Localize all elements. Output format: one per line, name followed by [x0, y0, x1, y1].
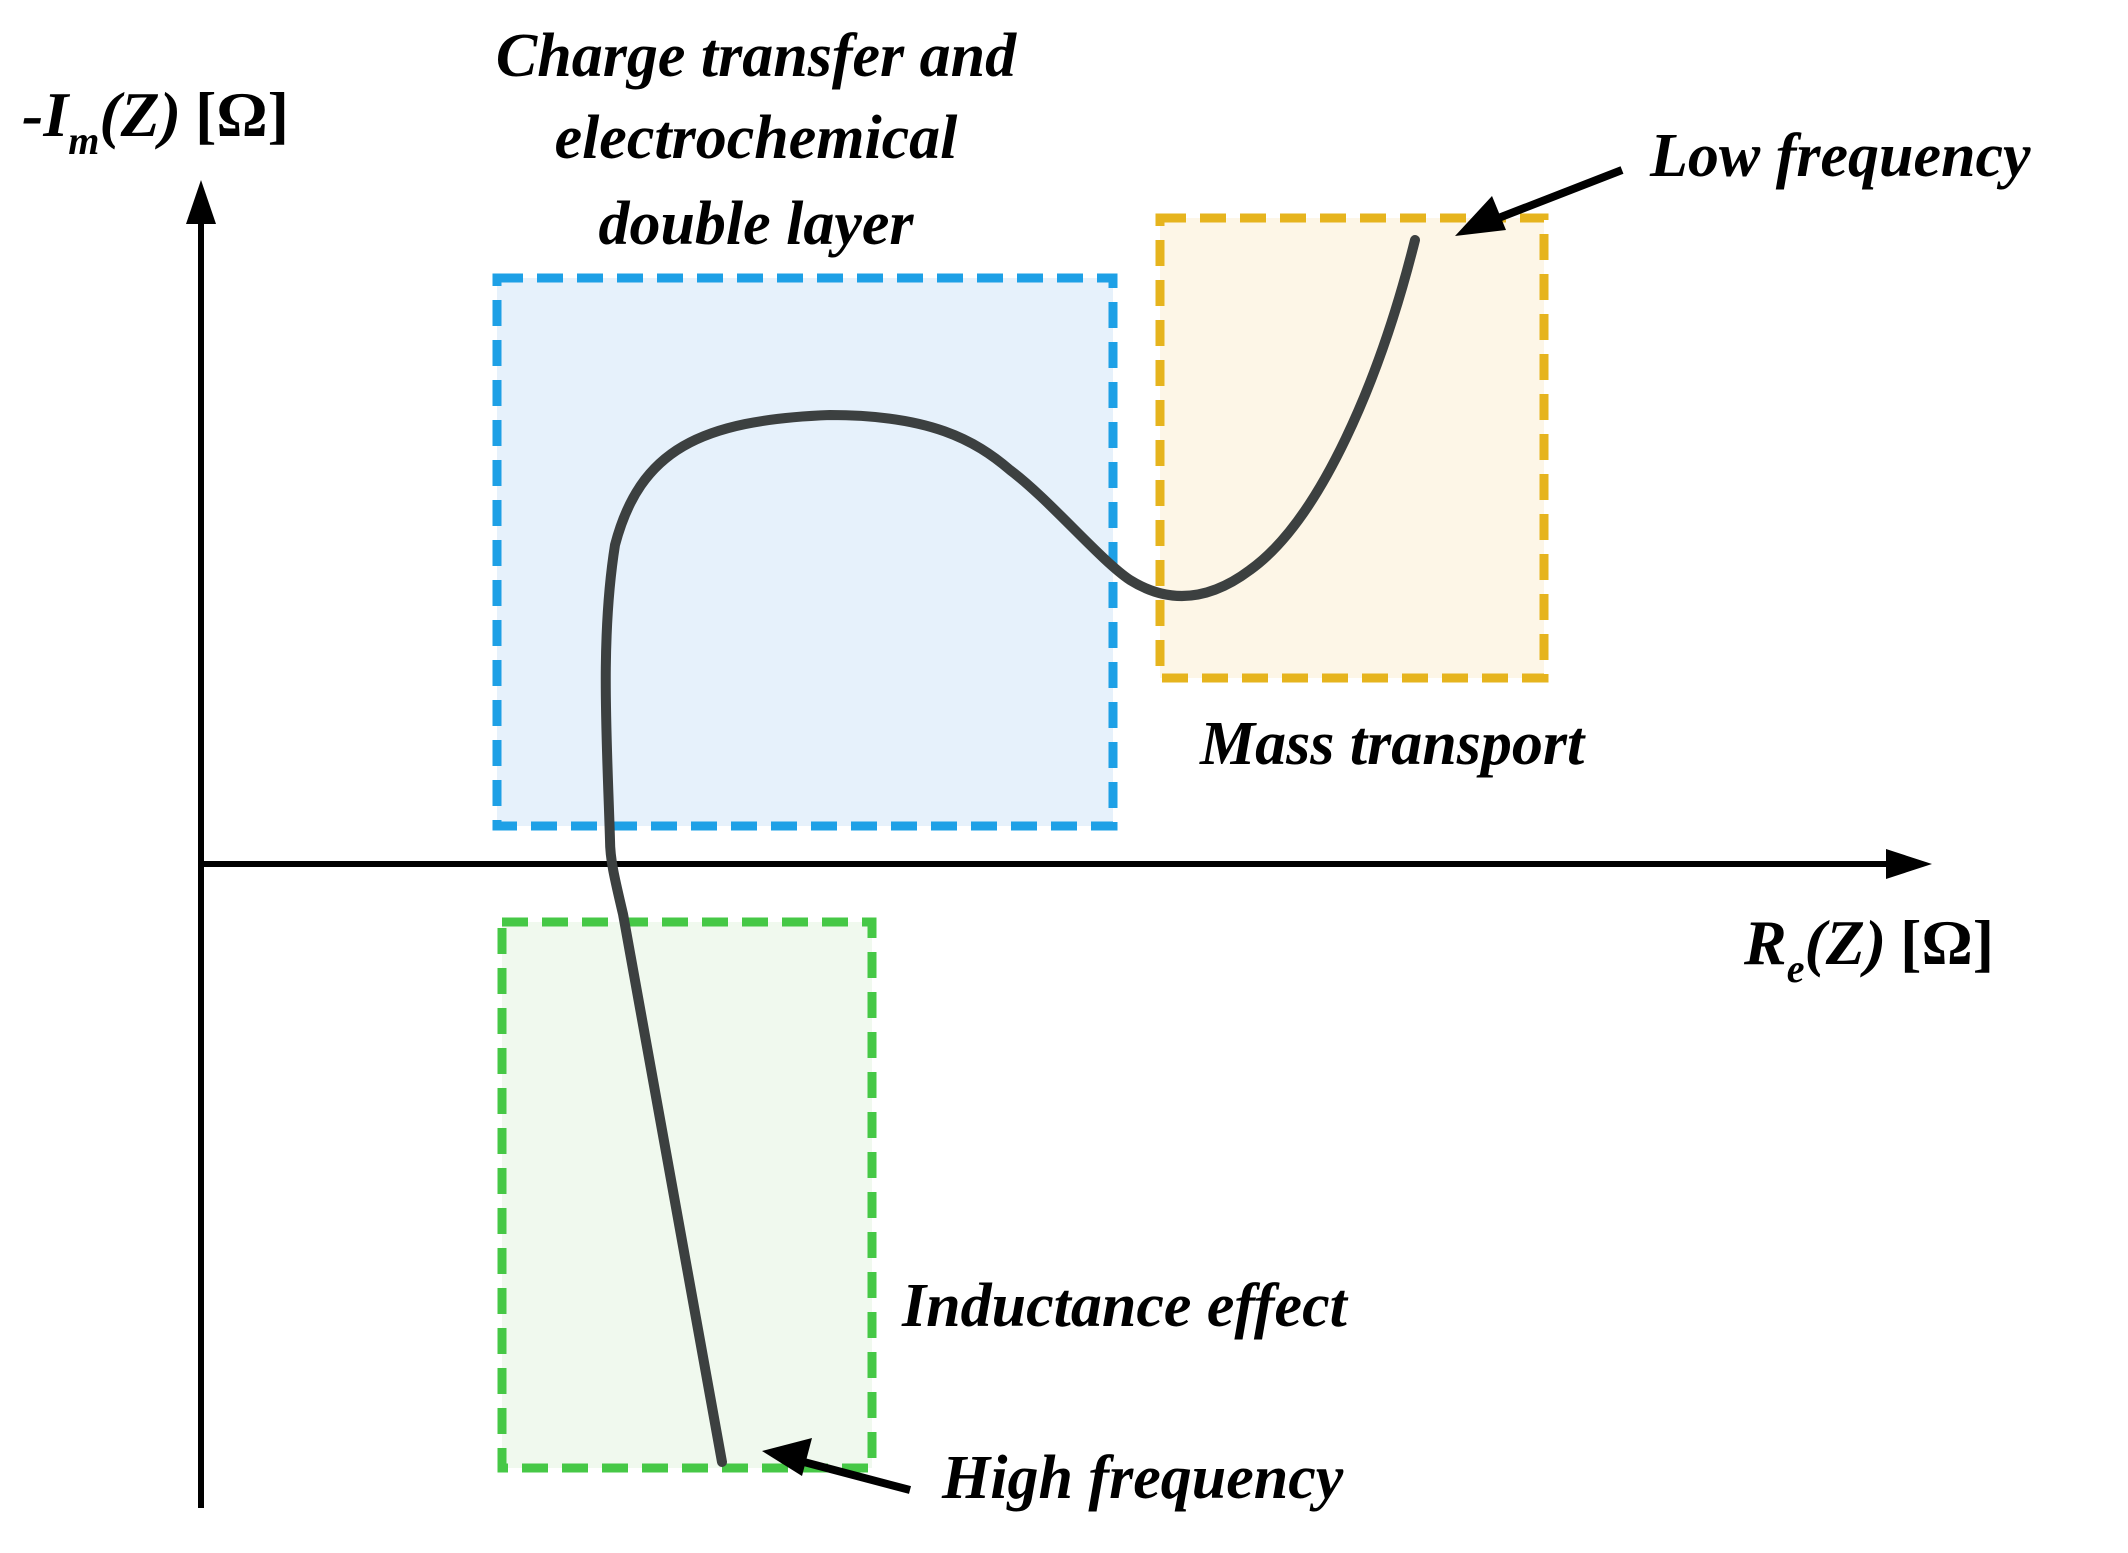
low-frequency-arrow — [1476, 166, 1624, 230]
y-axis-label-unit: [Ω] — [195, 79, 289, 150]
x-axis-label: Re(Z) [Ω] — [1743, 907, 1994, 991]
low-frequency-arrowhead — [1455, 196, 1506, 236]
y-axis-arrowhead — [186, 180, 216, 224]
x-axis-label-unit: [Ω] — [1900, 907, 1994, 978]
y-axis-label: -Im(Z) [Ω] — [22, 79, 289, 163]
y-axis-label-subscript: m — [68, 118, 99, 163]
low-frequency-label: Low frequency — [1649, 122, 2031, 190]
high-frequency-arrowhead — [762, 1438, 812, 1476]
charge-transfer-label-line-3: double layer — [598, 190, 914, 258]
x-axis-label-subscript: e — [1787, 946, 1805, 991]
x-axis-label-mid: (Z) — [1804, 907, 1886, 978]
charge-transfer-label-line-1: Charge transfer and — [496, 22, 1017, 90]
inductance-region — [497, 917, 877, 1473]
y-axis-label-prefix: -I — [22, 79, 70, 150]
y-axis-label-mid: (Z) — [99, 79, 181, 150]
charge-transfer-label-line-2: electrochemical — [555, 104, 959, 172]
charge-transfer-region — [492, 273, 1118, 831]
high-frequency-label: High frequency — [941, 1444, 1344, 1512]
mass-transport-region — [1155, 213, 1549, 683]
inductance-effect-label: Inductance effect — [901, 1272, 1349, 1340]
impedance-curve — [600, 235, 1420, 1467]
high-frequency-arrow — [783, 1453, 912, 1494]
mass-transport-label: Mass transport — [1199, 710, 1586, 778]
x-axis-arrowhead — [1886, 849, 1932, 879]
x-axis-label-prefix: R — [1743, 907, 1787, 978]
